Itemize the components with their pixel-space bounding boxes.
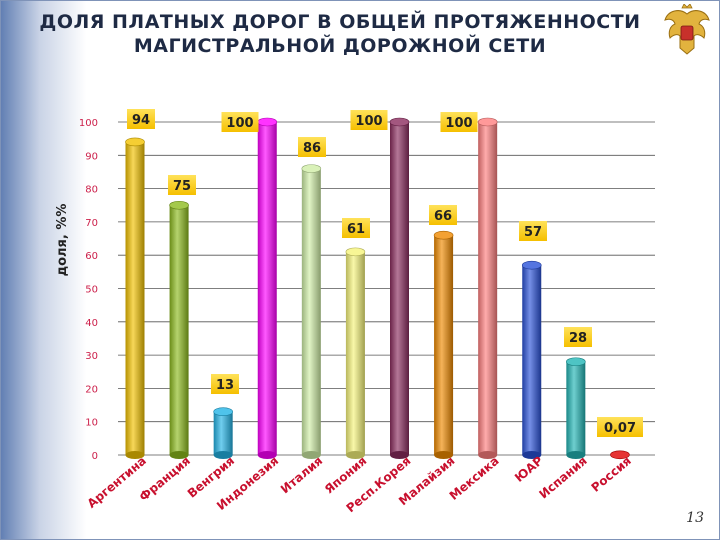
svg-text:100: 100	[445, 116, 472, 131]
bar	[169, 200, 189, 459]
y-axis-tick-labels: 0 10 20 30 40 50 60 70 80 90 100	[79, 118, 98, 462]
y-tick-label: 50	[85, 285, 98, 296]
svg-text:61: 61	[347, 222, 365, 237]
title-line-2: МАГИСТРАЛЬНОЙ ДОРОЖНОЙ СЕТИ	[133, 35, 547, 57]
bar	[521, 260, 542, 459]
x-tick-label: Мексика	[447, 454, 502, 503]
chart-data-labels: 94 75 13 100 86 61 100 66 100 57 28 0,07	[127, 109, 643, 437]
data-label: 57	[519, 221, 547, 241]
svg-text:94: 94	[132, 113, 150, 128]
y-tick-label: 90	[85, 151, 98, 162]
chart-bars	[125, 117, 630, 460]
x-tick-label: Россия	[589, 454, 634, 495]
x-tick-label: Испания	[536, 454, 589, 502]
bar	[213, 407, 233, 459]
bar	[389, 117, 410, 459]
data-label: 86	[298, 137, 326, 157]
svg-text:28: 28	[569, 331, 587, 346]
data-label: 61	[342, 218, 370, 238]
data-label: 75	[168, 175, 196, 195]
y-tick-label: 70	[85, 218, 98, 229]
y-tick-label: 80	[85, 185, 98, 196]
y-tick-label: 100	[79, 118, 98, 129]
x-tick-label: Италия	[278, 454, 325, 497]
y-tick-label: 10	[85, 418, 98, 429]
data-label: 94	[127, 109, 155, 129]
svg-text:0,07: 0,07	[604, 421, 636, 436]
chart-grid	[118, 121, 655, 456]
data-label: 0,07	[597, 417, 643, 437]
bar	[125, 137, 145, 459]
title-line-1: ДОЛЯ ПЛАТНЫХ ДОРОГ В ОБЩЕЙ ПРОТЯЖЕННОСТИ	[39, 11, 641, 33]
bar	[610, 450, 630, 460]
y-tick-label: 0	[92, 451, 98, 462]
svg-text:100: 100	[226, 116, 253, 131]
double-headed-eagle-icon	[664, 4, 710, 55]
bar	[477, 117, 498, 459]
y-tick-label: 40	[85, 318, 98, 329]
x-tick-label: Аргентина	[85, 454, 149, 511]
data-label: 100	[440, 112, 478, 132]
x-axis-tick-labels: АргентинаФранцияВенгрияИндонезияИталияЯп…	[85, 453, 634, 515]
svg-text:66: 66	[434, 209, 452, 224]
svg-text:100: 100	[355, 114, 382, 129]
data-label: 13	[211, 374, 239, 394]
bar	[301, 164, 322, 459]
data-label: 66	[429, 205, 457, 225]
y-tick-label: 20	[85, 384, 98, 395]
y-tick-label: 60	[85, 251, 98, 262]
svg-text:13: 13	[216, 378, 234, 393]
svg-text:86: 86	[303, 141, 321, 156]
bar	[345, 247, 366, 459]
bar	[257, 117, 278, 459]
data-label: 100	[221, 112, 259, 132]
svg-text:75: 75	[173, 179, 191, 194]
data-label: 100	[350, 110, 388, 130]
data-label: 28	[564, 327, 592, 347]
y-axis-label: доля, %%	[55, 204, 70, 277]
bar	[566, 357, 586, 459]
y-tick-label: 30	[85, 351, 98, 362]
svg-text:57: 57	[524, 225, 542, 240]
page-number: 13	[686, 510, 704, 526]
slide-title: ДОЛЯ ПЛАТНЫХ ДОРОГ В ОБЩЕЙ ПРОТЯЖЕННОСТИ…	[30, 10, 650, 58]
bar	[433, 230, 454, 459]
